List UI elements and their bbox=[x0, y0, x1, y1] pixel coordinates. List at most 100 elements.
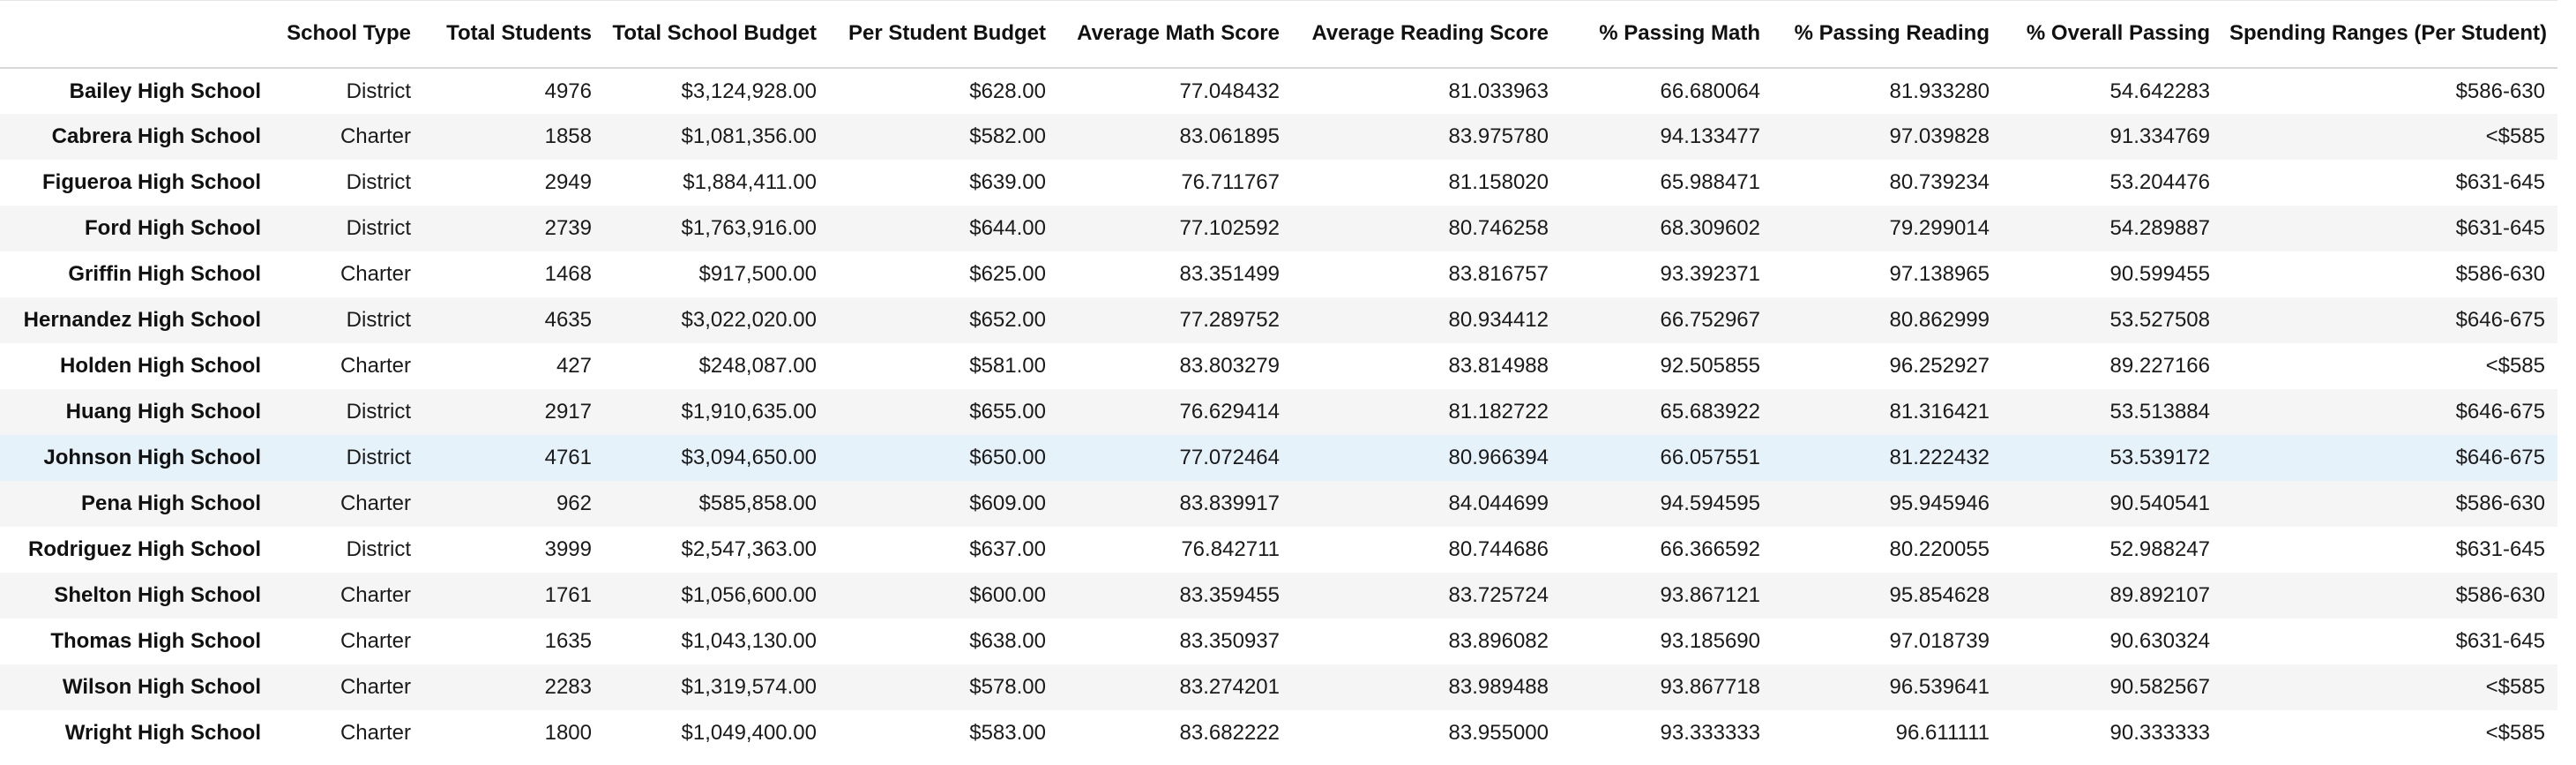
cell-average-math-score: 83.803279 bbox=[1058, 343, 1292, 389]
table-row: Figueroa High School District 2949 $1,884,4… bbox=[0, 160, 2557, 206]
cell-passing-math: 93.333333 bbox=[1561, 710, 1773, 756]
cell-average-math-score: 77.048432 bbox=[1058, 68, 1292, 114]
cell-passing-math: 66.366592 bbox=[1561, 527, 1773, 573]
header-average-reading-score: Average Reading Score bbox=[1292, 0, 1561, 69]
cell-per-student-budget: $628.00 bbox=[829, 68, 1058, 114]
cell-average-math-score: 83.839917 bbox=[1058, 481, 1292, 527]
cell-average-math-score: 83.350937 bbox=[1058, 619, 1292, 664]
cell-overall-passing: 91.334769 bbox=[2002, 114, 2222, 160]
table-row: Wright High School Charter 1800 $1,049,400.… bbox=[0, 710, 2557, 756]
cell-total-students: 1635 bbox=[423, 619, 604, 664]
cell-overall-passing: 90.582567 bbox=[2002, 664, 2222, 710]
row-index-school-name: Johnson High School bbox=[0, 435, 273, 481]
cell-per-student-budget: $638.00 bbox=[829, 619, 1058, 664]
cell-passing-math: 66.680064 bbox=[1561, 68, 1773, 114]
cell-average-math-score: 83.351499 bbox=[1058, 251, 1292, 297]
cell-passing-math: 65.988471 bbox=[1561, 160, 1773, 206]
cell-school-type: Charter bbox=[273, 664, 423, 710]
header-row: School Type Total Students Total School … bbox=[0, 0, 2557, 69]
cell-per-student-budget: $609.00 bbox=[829, 481, 1058, 527]
header-per-student-budget: Per Student Budget bbox=[829, 0, 1058, 69]
cell-passing-math: 68.309602 bbox=[1561, 206, 1773, 251]
cell-passing-reading: 96.611111 bbox=[1773, 710, 2002, 756]
cell-total-students: 2949 bbox=[423, 160, 604, 206]
cell-passing-reading: 97.138965 bbox=[1773, 251, 2002, 297]
cell-spending-range: $631-645 bbox=[2222, 527, 2557, 573]
cell-total-school-budget: $3,022,020.00 bbox=[604, 297, 829, 343]
cell-spending-range: $586-630 bbox=[2222, 481, 2557, 527]
cell-per-student-budget: $578.00 bbox=[829, 664, 1058, 710]
cell-spending-range: <$585 bbox=[2222, 710, 2557, 756]
cell-passing-reading: 96.539641 bbox=[1773, 664, 2002, 710]
cell-average-reading-score: 83.955000 bbox=[1292, 710, 1561, 756]
table-row: Rodriguez High School District 3999 $2,547,… bbox=[0, 527, 2557, 573]
cell-total-school-budget: $2,547,363.00 bbox=[604, 527, 829, 573]
cell-overall-passing: 53.513884 bbox=[2002, 389, 2222, 435]
table-row: Shelton High School Charter 1761 $1,056,600… bbox=[0, 573, 2557, 619]
cell-spending-range: $646-675 bbox=[2222, 435, 2557, 481]
header-average-math-score: Average Math Score bbox=[1058, 0, 1292, 69]
cell-per-student-budget: $644.00 bbox=[829, 206, 1058, 251]
cell-per-student-budget: $637.00 bbox=[829, 527, 1058, 573]
cell-total-school-budget: $248,087.00 bbox=[604, 343, 829, 389]
cell-passing-math: 94.133477 bbox=[1561, 114, 1773, 160]
cell-per-student-budget: $600.00 bbox=[829, 573, 1058, 619]
cell-passing-math: 93.392371 bbox=[1561, 251, 1773, 297]
cell-overall-passing: 53.539172 bbox=[2002, 435, 2222, 481]
cell-average-reading-score: 80.744686 bbox=[1292, 527, 1561, 573]
row-index-school-name: Cabrera High School bbox=[0, 114, 273, 160]
cell-total-students: 2739 bbox=[423, 206, 604, 251]
cell-passing-reading: 80.220055 bbox=[1773, 527, 2002, 573]
cell-passing-reading: 96.252927 bbox=[1773, 343, 2002, 389]
cell-spending-range: <$585 bbox=[2222, 114, 2557, 160]
cell-average-reading-score: 83.814988 bbox=[1292, 343, 1561, 389]
cell-overall-passing: 53.527508 bbox=[2002, 297, 2222, 343]
cell-passing-reading: 81.316421 bbox=[1773, 389, 2002, 435]
cell-passing-reading: 97.039828 bbox=[1773, 114, 2002, 160]
cell-school-type: District bbox=[273, 527, 423, 573]
cell-passing-reading: 80.739234 bbox=[1773, 160, 2002, 206]
cell-average-math-score: 83.359455 bbox=[1058, 573, 1292, 619]
cell-total-school-budget: $1,056,600.00 bbox=[604, 573, 829, 619]
header-spending-ranges: Spending Ranges (Per Student) bbox=[2222, 0, 2557, 69]
cell-total-school-budget: $1,043,130.00 bbox=[604, 619, 829, 664]
row-index-school-name: Thomas High School bbox=[0, 619, 273, 664]
cell-per-student-budget: $639.00 bbox=[829, 160, 1058, 206]
cell-average-reading-score: 83.816757 bbox=[1292, 251, 1561, 297]
cell-overall-passing: 89.227166 bbox=[2002, 343, 2222, 389]
cell-school-type: District bbox=[273, 389, 423, 435]
cell-total-students: 2283 bbox=[423, 664, 604, 710]
cell-average-reading-score: 83.975780 bbox=[1292, 114, 1561, 160]
table-row: Hernandez High School District 4635 $3,022,… bbox=[0, 297, 2557, 343]
cell-average-reading-score: 80.966394 bbox=[1292, 435, 1561, 481]
table-row: Johnson High School District 4761 $3,094,65… bbox=[0, 435, 2557, 481]
header-total-students: Total Students bbox=[423, 0, 604, 69]
cell-overall-passing: 90.630324 bbox=[2002, 619, 2222, 664]
table-header: School Type Total Students Total School … bbox=[0, 0, 2557, 69]
table-row: Thomas High School Charter 1635 $1,043,130.… bbox=[0, 619, 2557, 664]
row-index-school-name: Pena High School bbox=[0, 481, 273, 527]
cell-total-school-budget: $1,319,574.00 bbox=[604, 664, 829, 710]
cell-average-reading-score: 81.158020 bbox=[1292, 160, 1561, 206]
cell-passing-math: 93.185690 bbox=[1561, 619, 1773, 664]
cell-total-students: 1468 bbox=[423, 251, 604, 297]
cell-per-student-budget: $582.00 bbox=[829, 114, 1058, 160]
cell-school-type: Charter bbox=[273, 251, 423, 297]
cell-total-students: 1761 bbox=[423, 573, 604, 619]
cell-average-reading-score: 84.044699 bbox=[1292, 481, 1561, 527]
cell-total-students: 3999 bbox=[423, 527, 604, 573]
row-index-school-name: Ford High School bbox=[0, 206, 273, 251]
cell-spending-range: $646-675 bbox=[2222, 389, 2557, 435]
table-body: Bailey High School District 4976 $3,124,928… bbox=[0, 68, 2557, 756]
cell-overall-passing: 89.892107 bbox=[2002, 573, 2222, 619]
cell-spending-range: $646-675 bbox=[2222, 297, 2557, 343]
cell-average-math-score: 76.711767 bbox=[1058, 160, 1292, 206]
cell-average-reading-score: 83.725724 bbox=[1292, 573, 1561, 619]
cell-passing-math: 93.867121 bbox=[1561, 573, 1773, 619]
cell-total-students: 4976 bbox=[423, 68, 604, 114]
cell-average-math-score: 77.072464 bbox=[1058, 435, 1292, 481]
table-row: Bailey High School District 4976 $3,124,928… bbox=[0, 68, 2557, 114]
cell-passing-math: 94.594595 bbox=[1561, 481, 1773, 527]
cell-school-type: Charter bbox=[273, 619, 423, 664]
